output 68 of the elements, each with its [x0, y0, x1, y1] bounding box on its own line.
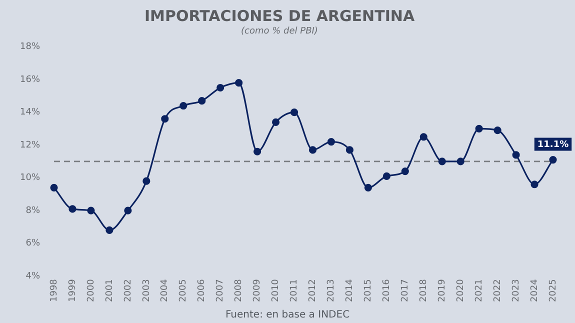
- chart-subtitle: (como % del PBI): [241, 26, 318, 37]
- point: [106, 226, 114, 234]
- y-tick-label: 4%: [26, 271, 40, 282]
- x-tick-label: 2001: [104, 279, 115, 302]
- x-tick-label: 1999: [68, 278, 78, 302]
- point: [530, 180, 538, 188]
- x-tick-label: 2010: [271, 278, 282, 302]
- y-tick-label: 14%: [20, 108, 40, 118]
- x-tick-label: 2008: [234, 278, 244, 302]
- point: [216, 84, 224, 92]
- point: [382, 172, 390, 180]
- point: [142, 177, 150, 185]
- point: [161, 115, 169, 123]
- y-tick-label: 10%: [20, 173, 40, 184]
- point: [401, 167, 409, 176]
- x-tick-label: 2016: [382, 278, 392, 302]
- point: [87, 206, 95, 214]
- point: [254, 148, 262, 156]
- point: [327, 138, 336, 146]
- point: [235, 79, 243, 87]
- point: [68, 205, 76, 213]
- x-tick-label: 2013: [326, 279, 337, 302]
- point: [364, 184, 372, 192]
- point: [198, 97, 206, 105]
- y-tick-label: 8%: [26, 206, 40, 216]
- x-tick-label: 2019: [437, 278, 448, 302]
- point: [512, 151, 520, 159]
- point: [308, 146, 317, 154]
- y-tick-label: 16%: [20, 74, 40, 85]
- y-tick-label: 6%: [26, 238, 40, 249]
- x-tick-label: 2023: [511, 279, 522, 302]
- x-tick-label: 2011: [290, 279, 300, 302]
- y-tick-label: 18%: [20, 42, 40, 52]
- x-tick-label: 1998: [49, 278, 60, 302]
- chart-title: IMPORTACIONES DE ARGENTINA: [144, 6, 415, 25]
- x-tick-label: 2002: [123, 279, 134, 302]
- point: [438, 158, 446, 166]
- point: [549, 156, 557, 164]
- x-tick-label: 2015: [364, 279, 374, 302]
- point: [346, 146, 354, 154]
- x-tick-label: 2022: [492, 279, 503, 302]
- point: [494, 126, 502, 134]
- x-tick-label: 2018: [418, 278, 429, 302]
- x-tick-label: 2005: [178, 279, 189, 302]
- point: [124, 206, 132, 214]
- x-tick-label: 2021: [474, 279, 484, 302]
- x-tick-label: 2004: [160, 278, 170, 302]
- x-tick-label: 2025: [548, 279, 558, 302]
- x-tick-label: 2000: [86, 278, 96, 302]
- x-tick-label: 2012: [308, 279, 318, 302]
- x-tick-label: 2014: [345, 278, 356, 302]
- y-tick-label: 12%: [20, 140, 40, 150]
- data-label: 11.1%: [537, 140, 569, 150]
- x-tick-label: 2006: [197, 278, 208, 302]
- x-tick-label: 2003: [142, 279, 152, 302]
- point: [420, 133, 428, 141]
- x-tick-label: 2009: [252, 278, 263, 302]
- point: [456, 158, 464, 166]
- point: [272, 118, 280, 126]
- point: [50, 184, 58, 192]
- point: [290, 108, 298, 116]
- point: [475, 124, 483, 132]
- point: [180, 102, 188, 110]
- x-tick-label: 2024: [530, 278, 540, 302]
- x-tick-label: 2017: [400, 279, 410, 302]
- x-tick-label: 2020: [456, 278, 466, 302]
- source-note: Fuente: en base a INDEC: [225, 310, 350, 321]
- x-tick-label: 2007: [216, 279, 226, 302]
